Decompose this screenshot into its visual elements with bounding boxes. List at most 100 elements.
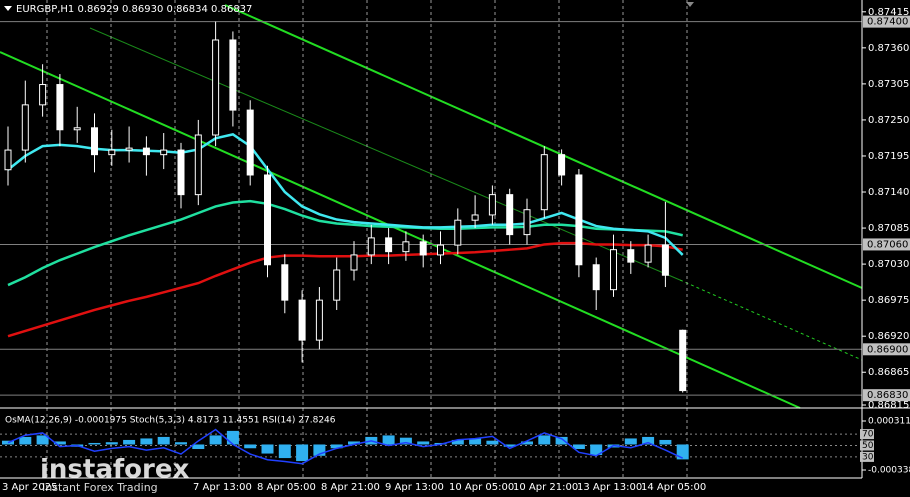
candle-body bbox=[73, 127, 81, 131]
candle-body bbox=[523, 209, 531, 236]
price-level-box bbox=[863, 15, 910, 28]
y-tick-label: 0.86815 bbox=[868, 400, 909, 411]
x-tick-label: 14 Apr 05:00 bbox=[641, 482, 706, 493]
x-tick-label: 8 Apr 21:00 bbox=[321, 482, 380, 493]
osma-bar bbox=[244, 444, 257, 449]
osma-bar bbox=[538, 435, 551, 445]
moving-average bbox=[7, 199, 683, 287]
osma-bar bbox=[88, 442, 101, 445]
osma-bar bbox=[555, 436, 568, 445]
osma-bar bbox=[348, 441, 360, 445]
trend-channel bbox=[0, 51, 801, 409]
rsi-line bbox=[7, 428, 684, 465]
osma-bar bbox=[296, 444, 309, 462]
candle-body bbox=[471, 214, 479, 221]
candle-body bbox=[540, 154, 548, 211]
osma-bar bbox=[382, 435, 395, 445]
osma-bar bbox=[503, 444, 516, 447]
osma-bar bbox=[157, 436, 170, 445]
candle-body bbox=[644, 244, 652, 263]
candle-body bbox=[142, 147, 150, 156]
moving-average bbox=[7, 133, 684, 256]
osma-bar bbox=[624, 438, 637, 445]
y-tick-label: 0.87415 bbox=[868, 7, 909, 18]
candle-body bbox=[91, 127, 98, 156]
osma-bar bbox=[278, 444, 291, 459]
osma-bar bbox=[140, 438, 153, 445]
candle-body bbox=[281, 264, 289, 301]
osma-bar bbox=[590, 444, 603, 456]
candle-body bbox=[610, 249, 617, 291]
candle-body bbox=[506, 194, 514, 236]
y-tick-label: 30 bbox=[862, 452, 874, 462]
chart-title: EURGBP,H1 0.86929 0.86930 0.86834 0.8683… bbox=[16, 4, 252, 15]
price-level-box bbox=[863, 389, 910, 402]
price-level-label: 0.87400 bbox=[867, 17, 908, 28]
watermark-brand: instaforex bbox=[40, 455, 190, 485]
candle-body bbox=[264, 174, 271, 266]
osma-bar bbox=[417, 441, 430, 445]
x-tick-label: 10 Apr 21:00 bbox=[513, 482, 578, 493]
rsi-level-box bbox=[860, 451, 874, 462]
candle-body bbox=[437, 244, 444, 256]
y-tick-label: 0.000311 bbox=[868, 417, 910, 427]
candle-body bbox=[575, 174, 583, 266]
x-tick-label: 7 Apr 13:00 bbox=[193, 482, 252, 493]
candle-body bbox=[246, 109, 254, 176]
price-level-box bbox=[863, 238, 910, 251]
candle-body bbox=[21, 104, 29, 151]
osma-bar bbox=[486, 440, 499, 445]
rsi-level-box bbox=[860, 440, 874, 451]
osma-bar bbox=[642, 436, 655, 445]
y-tick-label: 50 bbox=[862, 441, 874, 451]
candle-body bbox=[212, 39, 220, 136]
y-tick-label: -0.000338 bbox=[868, 466, 910, 476]
y-tick-label: 0.87195 bbox=[868, 151, 909, 162]
candle-body bbox=[56, 84, 64, 131]
moving-average bbox=[7, 241, 683, 338]
price-level-label: 0.87060 bbox=[867, 239, 908, 250]
osma-bar bbox=[469, 438, 482, 445]
candle-body bbox=[177, 149, 185, 196]
osma-bar bbox=[192, 444, 205, 450]
osma-bar bbox=[399, 437, 412, 445]
osma-bar bbox=[676, 444, 689, 460]
y-tick-label: 70 bbox=[862, 430, 874, 440]
candle-body bbox=[108, 149, 116, 156]
candle-body bbox=[298, 299, 306, 341]
candle-body bbox=[160, 149, 168, 156]
price-level-label: 0.86900 bbox=[867, 344, 908, 355]
osma-bar bbox=[175, 442, 187, 445]
candle-body bbox=[419, 241, 427, 256]
shift-marker bbox=[686, 2, 694, 7]
candle-body bbox=[454, 219, 462, 246]
watermark-tagline: Instant Forex Trading bbox=[42, 481, 158, 494]
y-tick-label: 0.87360 bbox=[868, 43, 909, 54]
candle-body bbox=[229, 39, 237, 111]
price-level-label: 0.86830 bbox=[867, 390, 908, 401]
candle-body bbox=[315, 299, 323, 341]
x-tick-label: 9 Apr 13:00 bbox=[385, 482, 444, 493]
x-tick-label: 10 Apr 05:00 bbox=[449, 482, 514, 493]
osma-bar bbox=[36, 435, 49, 445]
osma-bar bbox=[572, 444, 585, 450]
candle-body bbox=[125, 147, 133, 151]
plot-layer bbox=[0, 0, 863, 478]
osma-bar bbox=[53, 441, 66, 445]
x-tick-label: 13 Apr 13:00 bbox=[577, 482, 642, 493]
candle-body bbox=[402, 241, 410, 253]
candle-body bbox=[385, 237, 393, 253]
candle-body bbox=[558, 154, 566, 176]
osma-bar bbox=[330, 444, 343, 449]
trend-channel bbox=[224, 4, 863, 289]
x-tick-label: 8 Apr 05:00 bbox=[257, 482, 316, 493]
x-tick-label: 3 Apr 2025 bbox=[2, 482, 57, 493]
osma-bar bbox=[521, 441, 533, 445]
menu-arrow bbox=[4, 6, 12, 11]
osma-bar bbox=[313, 444, 326, 456]
osma-bar bbox=[19, 436, 32, 445]
y-tick-label: 0.86865 bbox=[868, 367, 909, 378]
y-tick-label: 0.87250 bbox=[868, 115, 909, 126]
y-tick-label: 0.87140 bbox=[868, 187, 909, 198]
